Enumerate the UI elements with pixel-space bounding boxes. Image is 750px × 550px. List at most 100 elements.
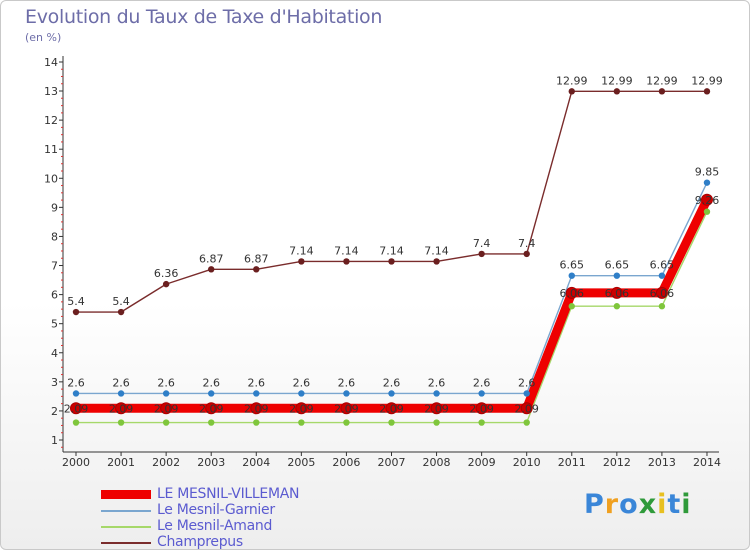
proxiti-logo: Proxiti (584, 489, 692, 520)
data-point (613, 272, 621, 279)
data-point (162, 419, 170, 426)
x-tick-label: 2008 (423, 456, 451, 469)
x-tick-label: 2004 (242, 456, 270, 469)
y-tick-label: 6 (51, 289, 58, 302)
data-label: 9.26 (695, 194, 720, 207)
y-tick-label: 5 (51, 318, 58, 331)
data-point (298, 419, 305, 426)
x-tick-label: 2006 (332, 456, 360, 469)
data-label: 2.09 (109, 402, 134, 415)
data-point (658, 88, 666, 95)
legend-label: Le Mesnil-Amand (157, 518, 273, 534)
data-label: 2.6 (157, 376, 175, 389)
data-point (208, 266, 215, 273)
data-point (523, 250, 530, 258)
data-label: 2.6 (383, 376, 401, 389)
data-label: 9.85 (695, 166, 720, 179)
legend-item-le-mesnil-villeman: LE MESNIL-VILLEMAN (101, 486, 361, 503)
data-label: 2.09 (334, 402, 359, 415)
data-point (568, 303, 575, 310)
data-point (700, 193, 713, 206)
x-tick-label: 2012 (603, 456, 631, 469)
data-point (433, 258, 440, 265)
data-point (72, 390, 80, 397)
y-tick-label: 1 (51, 434, 58, 447)
data-label: 2.6 (428, 376, 446, 389)
data-label: 2.09 (379, 402, 404, 415)
data-label: 2.09 (64, 402, 89, 415)
data-label: 2.6 (293, 376, 311, 389)
data-label: 12.99 (556, 74, 588, 87)
data-point (433, 390, 440, 397)
data-label: 2.6 (248, 376, 266, 389)
data-point (205, 402, 218, 415)
y-tick-label: 13 (44, 85, 58, 98)
data-point (162, 280, 170, 288)
data-point (298, 390, 305, 397)
logo-letter: i (657, 489, 668, 520)
legend-label: Champrepus (157, 534, 243, 550)
data-point (568, 272, 575, 279)
data-label: 12.99 (601, 74, 633, 87)
data-point (655, 286, 668, 299)
y-tick-label: 4 (51, 347, 58, 360)
y-tick-label: 7 (51, 260, 58, 273)
data-label: 12.99 (646, 74, 678, 87)
data-label: 6.65 (560, 259, 585, 272)
data-point (703, 179, 711, 186)
data-label: 7.14 (379, 244, 404, 257)
data-label: 6.36 (154, 267, 179, 280)
data-point (117, 419, 125, 426)
logo-letter: t (667, 489, 682, 520)
data-point (478, 250, 485, 258)
data-label: 2.6 (518, 376, 536, 389)
data-point (295, 402, 308, 415)
y-tick-label: 3 (51, 376, 58, 389)
data-point (523, 390, 530, 397)
x-tick-label: 2011 (558, 456, 586, 469)
data-point (385, 402, 398, 415)
data-point (72, 308, 80, 316)
y-tick-label: 8 (51, 230, 58, 243)
data-label: 7.4 (518, 237, 536, 250)
logo-letter: o (619, 489, 639, 520)
x-tick-label: 2010 (513, 456, 541, 469)
legend-swatch (101, 490, 151, 499)
data-point (298, 258, 305, 265)
y-tick-label: 10 (44, 172, 58, 185)
logo-letter: r (604, 489, 620, 520)
data-label: 2.09 (244, 402, 269, 415)
data-point (160, 402, 173, 415)
data-point (117, 390, 125, 397)
logo-letter: i (681, 489, 692, 520)
data-point (388, 419, 395, 426)
data-point (703, 208, 711, 215)
legend-swatch (101, 526, 151, 528)
data-point (343, 258, 350, 265)
data-point (250, 402, 263, 415)
x-tick-label: 2013 (648, 456, 676, 469)
data-label: 2.09 (469, 402, 494, 415)
data-label: 2.6 (67, 376, 85, 389)
data-point (433, 419, 440, 426)
legend-swatch (101, 542, 151, 544)
legend-item-le-mesnil-amand: Le Mesnil-Amand (101, 518, 361, 535)
data-label: 7.4 (473, 237, 491, 250)
data-point (208, 390, 215, 397)
data-point (388, 258, 395, 265)
y-tick-label: 2 (51, 405, 58, 418)
y-tick-label: 11 (44, 143, 58, 156)
data-point (703, 88, 711, 95)
legend: LE MESNIL-VILLEMAN Le Mesnil-Garnier Le … (101, 486, 361, 550)
data-point (565, 286, 578, 299)
data-point (478, 390, 485, 397)
data-label: 6.87 (199, 252, 224, 265)
data-label: 6.87 (244, 252, 269, 265)
data-point (72, 419, 80, 426)
data-label: 2.09 (154, 402, 179, 415)
data-point (115, 402, 128, 415)
data-point (340, 402, 353, 415)
x-tick-label: 2000 (62, 456, 90, 469)
data-label: 5.4 (112, 295, 130, 308)
